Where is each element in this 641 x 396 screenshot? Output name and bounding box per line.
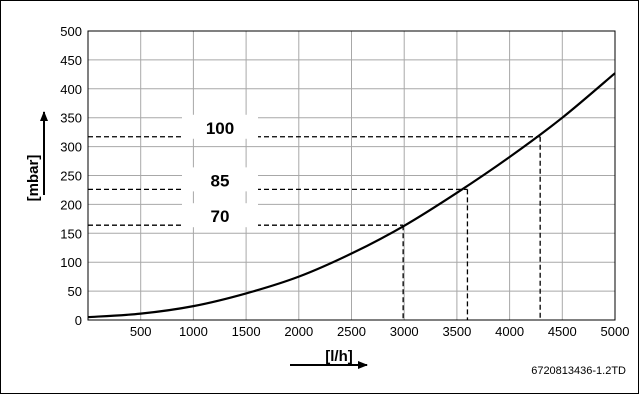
plot-area-border (87, 30, 616, 321)
pressure-curve (87, 72, 616, 319)
y-tick-label-100: 100 (60, 255, 82, 270)
annotation-bg-100 (182, 114, 258, 139)
y-tick-label-50: 50 (68, 284, 82, 299)
y-axis-label: [mbar] (25, 155, 42, 202)
annotation-label-100: 100 (206, 119, 234, 138)
y-tick-label-200: 200 (60, 197, 82, 212)
y-tick-label-400: 400 (60, 82, 82, 97)
x-tick-label-500: 500 (130, 324, 152, 339)
annotation-labels: 100 85 70 (182, 114, 258, 228)
x-tick-labels: 500 1000 1500 2000 2500 3000 3500 4000 4500 5000 (130, 324, 630, 339)
x-tick-label-1000: 1000 (179, 324, 208, 339)
x-tick-label-1500: 1500 (232, 324, 261, 339)
annotation-label-70: 70 (211, 207, 230, 226)
x-axis-label: [l/h] (325, 348, 353, 365)
annotation-label-85: 85 (211, 171, 230, 190)
y-tick-label-150: 150 (60, 226, 82, 241)
x-tick-label-2500: 2500 (337, 324, 366, 339)
grid (88, 31, 615, 320)
x-tick-label-3000: 3000 (390, 324, 419, 339)
reference-lines (88, 136, 541, 320)
annotation-bg-70 (182, 203, 258, 228)
figure-code: 6720813436-1.2TD (531, 365, 626, 377)
x-tick-label-3500: 3500 (442, 324, 471, 339)
y-tick-label-350: 350 (60, 111, 82, 126)
x-tick-label-5000: 5000 (601, 324, 630, 339)
annotation-bg-85 (182, 167, 258, 192)
y-tick-label-300: 300 (60, 140, 82, 155)
x-tick-label-4000: 4000 (495, 324, 524, 339)
y-tick-labels: 0 50 100 150 200 250 300 350 400 450 500 (60, 24, 82, 328)
y-tick-label-500: 500 (60, 24, 82, 39)
y-tick-label-0: 0 (75, 313, 82, 328)
y-tick-label-250: 250 (60, 169, 82, 184)
y-tick-label-450: 450 (60, 53, 82, 68)
x-tick-label-2000: 2000 (284, 324, 313, 339)
x-tick-label-4500: 4500 (548, 324, 577, 339)
